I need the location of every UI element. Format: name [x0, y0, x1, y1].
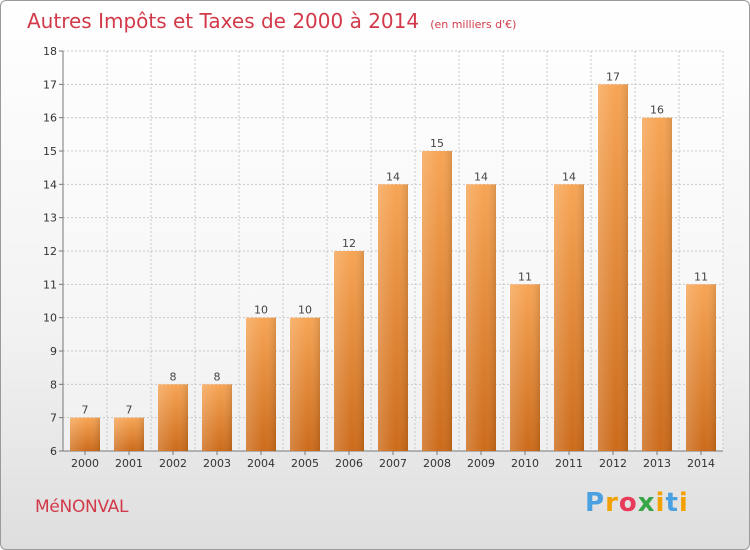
- data-label: 17: [606, 70, 620, 83]
- x-tick-label: 2012: [599, 457, 627, 470]
- data-label: 11: [518, 270, 532, 283]
- bar-shade-2004: [246, 317, 276, 451]
- x-tick-label: 2006: [335, 457, 363, 470]
- y-tick-label: 7: [50, 412, 57, 425]
- y-tick-label: 10: [43, 312, 57, 325]
- x-tick-label: 2001: [115, 457, 143, 470]
- x-tick-label: 2007: [379, 457, 407, 470]
- chart-subtitle: (en milliers d'€): [430, 18, 517, 31]
- x-tick-label: 2004: [247, 457, 275, 470]
- bar-shade-2001: [114, 417, 144, 451]
- data-label: 8: [214, 370, 221, 383]
- y-tick-label: 12: [43, 245, 57, 258]
- bar-shade-2003: [202, 384, 232, 451]
- y-tick-label: 6: [50, 445, 57, 458]
- bar-shade-2006: [334, 251, 364, 451]
- y-tick-label: 15: [43, 145, 57, 158]
- x-tick-label: 2011: [555, 457, 583, 470]
- x-tick-label: 2013: [643, 457, 671, 470]
- data-label: 14: [474, 170, 488, 183]
- bar-shade-2012: [598, 84, 628, 451]
- y-tick-label: 9: [50, 345, 57, 358]
- data-label: 7: [126, 404, 133, 417]
- bar-shade-2013: [642, 117, 672, 452]
- x-tick-label: 2010: [511, 457, 539, 470]
- bar-shade-2002: [158, 384, 188, 451]
- bar-shade-2000: [70, 417, 100, 451]
- bar-shade-2005: [290, 317, 320, 451]
- data-label: 8: [170, 370, 177, 383]
- data-label: 15: [430, 137, 444, 150]
- y-tick-label: 14: [43, 178, 57, 191]
- x-tick-label: 2002: [159, 457, 187, 470]
- data-label: 14: [386, 170, 400, 183]
- y-tick-label: 18: [43, 45, 57, 58]
- y-tick-label: 13: [43, 212, 57, 225]
- data-label: 16: [650, 104, 664, 117]
- x-tick-label: 2003: [203, 457, 231, 470]
- bar-shade-2014: [686, 284, 716, 451]
- y-tick-label: 11: [43, 278, 57, 291]
- data-label: 10: [298, 304, 312, 317]
- data-label: 10: [254, 304, 268, 317]
- data-label: 7: [82, 404, 89, 417]
- data-label: 11: [694, 270, 708, 283]
- x-tick-label: 2000: [71, 457, 99, 470]
- bar-shade-2008: [422, 151, 452, 451]
- y-tick-label: 8: [50, 378, 57, 391]
- y-tick-label: 17: [43, 78, 57, 91]
- data-label: 14: [562, 170, 576, 183]
- chart-title: Autres Impôts et Taxes de 2000 à 2014: [27, 9, 420, 33]
- x-tick-label: 2009: [467, 457, 495, 470]
- bar-shade-2011: [554, 184, 584, 452]
- y-tick-label: 16: [43, 112, 57, 125]
- x-tick-label: 2008: [423, 457, 451, 470]
- proxiti-logo[interactable]: Proxiti: [585, 488, 689, 518]
- data-label: 12: [342, 237, 356, 250]
- bar-shade-2009: [466, 184, 496, 452]
- chart-header: Autres Impôts et Taxes de 2000 à 2014 (e…: [27, 9, 516, 33]
- bar-shade-2010: [510, 284, 540, 451]
- bar-shade-2007: [378, 184, 408, 452]
- town-name: MéNONVAL: [35, 497, 129, 517]
- x-tick-label: 2005: [291, 457, 319, 470]
- x-tick-label: 2014: [687, 457, 715, 470]
